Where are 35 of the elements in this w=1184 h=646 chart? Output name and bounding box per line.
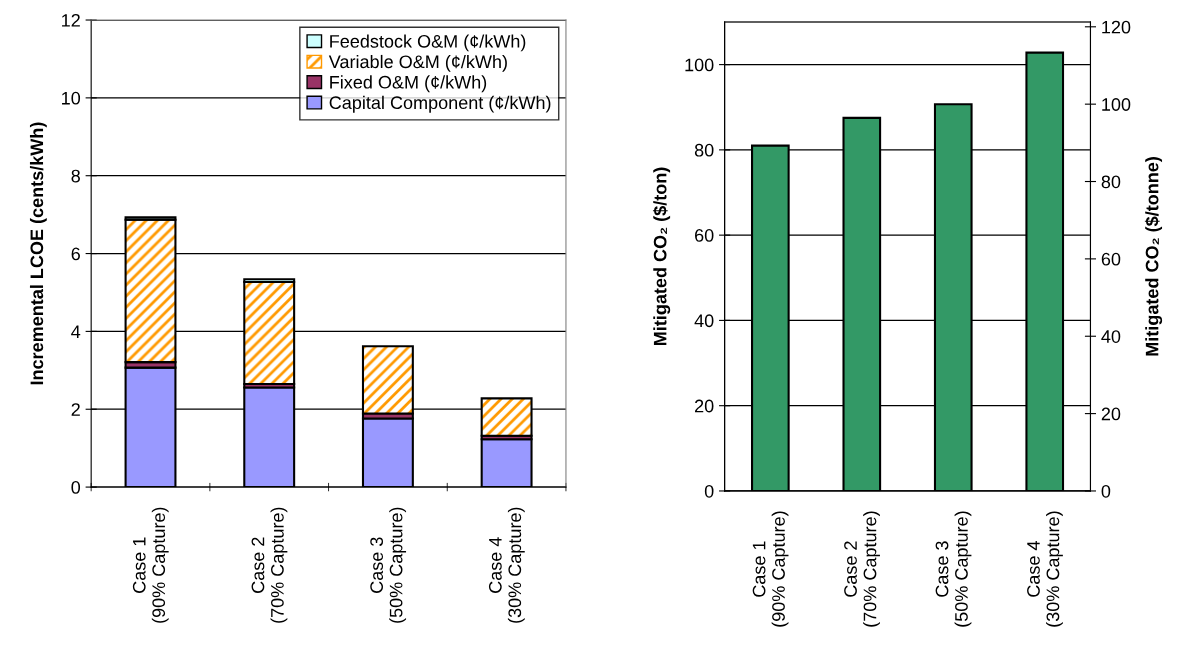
y2-tick-label: 120 [1102, 20, 1131, 34]
y-tick-label: 80 [694, 143, 714, 157]
y-tick-label: 2 [71, 403, 80, 416]
legend-label: Capital Component (¢/kWh) [329, 95, 551, 113]
y-tick-label: 8 [71, 169, 80, 183]
y2-tick-label: 100 [1102, 98, 1131, 111]
x-tick-label: Case 4 (30% Capture) [488, 507, 525, 623]
y2-tick-label: 0 [1101, 484, 1111, 498]
legend-label: Variable O&M (¢/kWh) [328, 54, 507, 72]
y-tick-label: 100 [685, 58, 714, 72]
x-tick-label: Case 4 (30% Capture) [1027, 511, 1063, 627]
y-tick-label: 20 [695, 399, 714, 413]
y-tick-label: 10 [62, 91, 81, 105]
legend-label: Fixed O&M (¢/kWh) [330, 75, 487, 93]
y-axis-title: Incremental LCOE (cents/kWh) [29, 122, 47, 385]
x-tick-label: Case 3 (50% Capture) [935, 511, 972, 627]
y-tick-label: 0 [704, 484, 714, 498]
y2-tick-label: 40 [1101, 330, 1121, 343]
legend-label: Feedstock O&M (¢/kWh) [330, 34, 526, 52]
x-tick-label: Case 3 (50% Capture) [370, 507, 407, 623]
y-tick-label: 4 [71, 325, 81, 338]
x-tick-label: Case 1 (90% Capture) [132, 507, 169, 623]
y-tick-label: 0 [71, 481, 81, 494]
y2-tick-label: 60 [1101, 252, 1121, 266]
y2-axis-title: Mitigated CO₂ ($/tonne) [1144, 157, 1163, 356]
x-tick-label: Case 2 (70% Capture) [251, 507, 288, 623]
y-tick-label: 40 [694, 314, 714, 328]
y-tick-label: 60 [695, 229, 714, 242]
y-axis-title: Mitigated CO₂ ($/ton) [652, 167, 671, 346]
y2-tick-label: 80 [1101, 175, 1121, 189]
x-tick-label: Case 1 (90% Capture) [752, 511, 789, 627]
x-tick-label: Case 2 (70% Capture) [844, 511, 880, 627]
y-tick-label: 6 [71, 247, 80, 261]
y2-tick-label: 20 [1101, 407, 1121, 421]
y-tick-label: 12 [62, 13, 80, 27]
